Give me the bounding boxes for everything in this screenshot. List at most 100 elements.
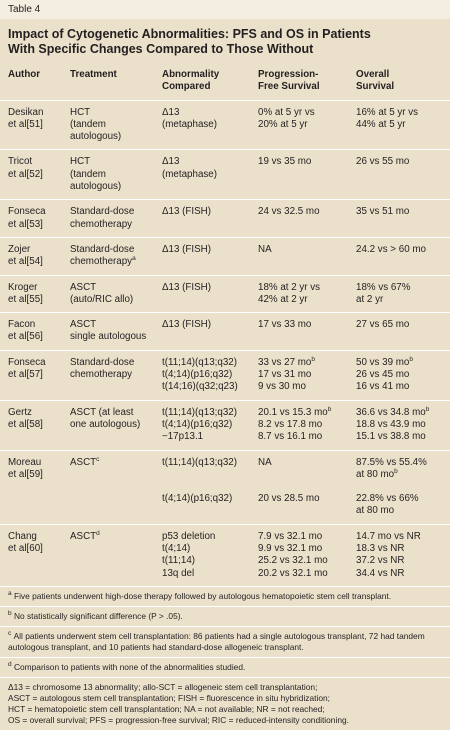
cell-text: ASCT <box>70 281 97 293</box>
cell-text: Δ13 <box>162 156 180 168</box>
cell-line: Moreau <box>8 457 66 469</box>
cell-line: (metaphase) <box>162 169 254 181</box>
cell-text: et al[52] <box>8 168 43 180</box>
cell-text: 18.3 vs NR <box>356 543 405 555</box>
table-cell: 7.9 vs 32.1 mo 9.9 vs 32.1 mo 25.2 vs 32.1… <box>258 531 356 580</box>
cell-text: Δ13 <box>162 106 180 118</box>
footnote-mark: d <box>8 660 12 668</box>
cell-text: 26 vs 45 mo <box>356 369 410 381</box>
cell-line: t(14;16)(q32;q23) <box>162 381 254 393</box>
cell-text: 0% at 5 yr vs <box>258 106 315 118</box>
cell-text: chemotherapy <box>70 218 133 230</box>
cell-text: (metaphase) <box>162 168 217 180</box>
cell-text: 24 vs 32.5 mo <box>258 206 320 218</box>
table-cell: Chang et al[60] <box>8 531 70 580</box>
cell-line: Chang <box>8 531 66 543</box>
cell-line: 26 vs 55 mo <box>356 156 446 168</box>
table-cell: Kroger et al[55] <box>8 282 70 307</box>
cell-line: et al[56] <box>8 331 66 343</box>
table-cell: NA <box>258 244 356 269</box>
cell-line: (tandem <box>70 119 158 131</box>
cell-line: 42% at 2 yr <box>258 294 352 306</box>
footnote-text: All patients underwent stem cell transpl… <box>8 630 425 652</box>
table-cell: 0% at 5 yr vs 20% at 5 yr <box>258 107 356 144</box>
table-cell: 20.1 vs 15.3 mob 8.2 vs 17.8 mo 8.7 vs 16.… <box>258 406 356 444</box>
cell-line: 9 vs 30 mo <box>258 381 352 393</box>
table-cell: HCT (tandem autologous) <box>70 107 162 144</box>
table-cell: 33 vs 27 mob 17 vs 31 mo 9 vs 30 mo <box>258 356 356 394</box>
cell-text: 18.8 vs 43.9 mo <box>356 418 426 430</box>
cell-line: et al[54] <box>8 256 66 268</box>
cell-text: ASCT (at least <box>70 406 134 418</box>
footnote-mark: b <box>409 355 413 363</box>
table-cell: Standard-dose chemotherapya <box>70 244 162 269</box>
cell-line: 26 vs 45 mo <box>356 369 446 381</box>
table-cell: 36.6 vs 34.8 mob 18.8 vs 43.9 mo 15.1 vs 3… <box>356 406 450 444</box>
table-row: Moreau et al[59] ASCTc t(11;14)(q13;q32) t(4… <box>0 451 450 525</box>
cell-text: et al[57] <box>8 369 43 381</box>
cell-text: chemotherapy <box>70 256 133 268</box>
table-cell: 19 vs 35 mo <box>258 156 356 193</box>
cell-line: 37.2 vs NR <box>356 555 446 567</box>
cell-text: et al[53] <box>8 218 43 230</box>
cell-text: 37.2 vs NR <box>356 555 405 567</box>
cell-line: 20.2 vs 32.1 mo <box>258 568 352 580</box>
cell-text: 17 vs 31 mo <box>258 369 312 381</box>
footnote-text: Five patients underwent high-dose therap… <box>13 590 392 601</box>
cell-text: 17 vs 33 mo <box>258 319 312 331</box>
cell-text: at 80 mo <box>356 468 395 480</box>
cell-line: 36.6 vs 34.8 mob <box>356 406 446 419</box>
cell-line: ASCT <box>70 282 158 294</box>
footnote: d Comparison to patients with none of th… <box>0 658 450 678</box>
table-cell: t(4;14)(p16;q32) <box>162 481 258 518</box>
cell-text: 35 vs 51 mo <box>356 206 410 218</box>
table-cell: 24 vs 32.5 mo <box>258 206 356 231</box>
cell-line: −17p13.1 <box>162 431 254 443</box>
cell-text: Kroger <box>8 281 38 293</box>
cell-text: at 2 yr <box>356 293 384 305</box>
cell-line: (metaphase) <box>162 119 254 131</box>
table-cell: Δ13 (FISH) <box>162 244 258 269</box>
header-cell: Overall Survival <box>356 69 450 94</box>
cell-text: Desikan <box>8 106 44 118</box>
header-cell: Treatment <box>70 69 162 94</box>
cell-line: 24.2 vs > 60 mo <box>356 244 446 256</box>
cell-line: p53 deletion <box>162 531 254 543</box>
cell-line: 14.7 mo vs NR <box>356 531 446 543</box>
footnote-mark: d <box>96 529 100 537</box>
cell-line: chemotherapy <box>70 369 158 381</box>
header-cell: Progression- Free Survival <box>258 69 356 94</box>
cell-text: p53 deletion <box>162 530 216 542</box>
cell-line: 0% at 5 yr vs <box>258 107 352 119</box>
cell-line: 16 vs 41 mo <box>356 381 446 393</box>
table-cell: Gertz et al[58] <box>8 407 70 444</box>
table-row: Kroger et al[55] ASCT (auto/RIC allo) Δ13 (F… <box>0 276 450 314</box>
cell-line: 34.4 vs NR <box>356 568 446 580</box>
cell-text: 24.2 vs > 60 mo <box>356 243 426 255</box>
table-cell: 22.8% vs 66% at 80 mo <box>356 481 450 518</box>
table-cell: Δ13 (metaphase) <box>162 156 258 193</box>
cell-line: Zojer <box>8 244 66 256</box>
cell-line: 20 vs 28.5 mo <box>258 493 352 505</box>
cell-text: NA <box>258 243 272 255</box>
cell-text: 16% at 5 yr vs <box>356 106 419 118</box>
cell-text: 36.6 vs 34.8 mo <box>356 406 426 418</box>
title-line: With Specific Changes Compared to Those … <box>8 42 314 56</box>
cell-text: Standard-dose <box>70 356 135 368</box>
cell-line: 8.7 vs 16.1 mo <box>258 431 352 443</box>
abbreviation-line: OS = overall survival; PFS = progression… <box>8 714 349 725</box>
header-cell: Author <box>8 69 70 94</box>
cell-line: 17 vs 31 mo <box>258 369 352 381</box>
cell-text: t(11;14) <box>162 555 196 567</box>
cell-text: 9.9 vs 32.1 mo <box>258 543 323 555</box>
cell-text: 25.2 vs 32.1 mo <box>258 555 328 567</box>
cell-text: t(14;16)(q32;q23) <box>162 381 238 393</box>
cell-line: Δ13 (FISH) <box>162 244 254 256</box>
cell-text: HCT <box>70 106 91 118</box>
cell-text: t(11;14)(q13;q32) <box>162 356 237 368</box>
table-cell: Δ13 (FISH) <box>162 282 258 307</box>
cell-text: autologous) <box>70 131 122 143</box>
table-row: Fonseca et al[53] Standard-dose chemotherap… <box>0 200 450 238</box>
header-line: Author <box>8 69 41 80</box>
